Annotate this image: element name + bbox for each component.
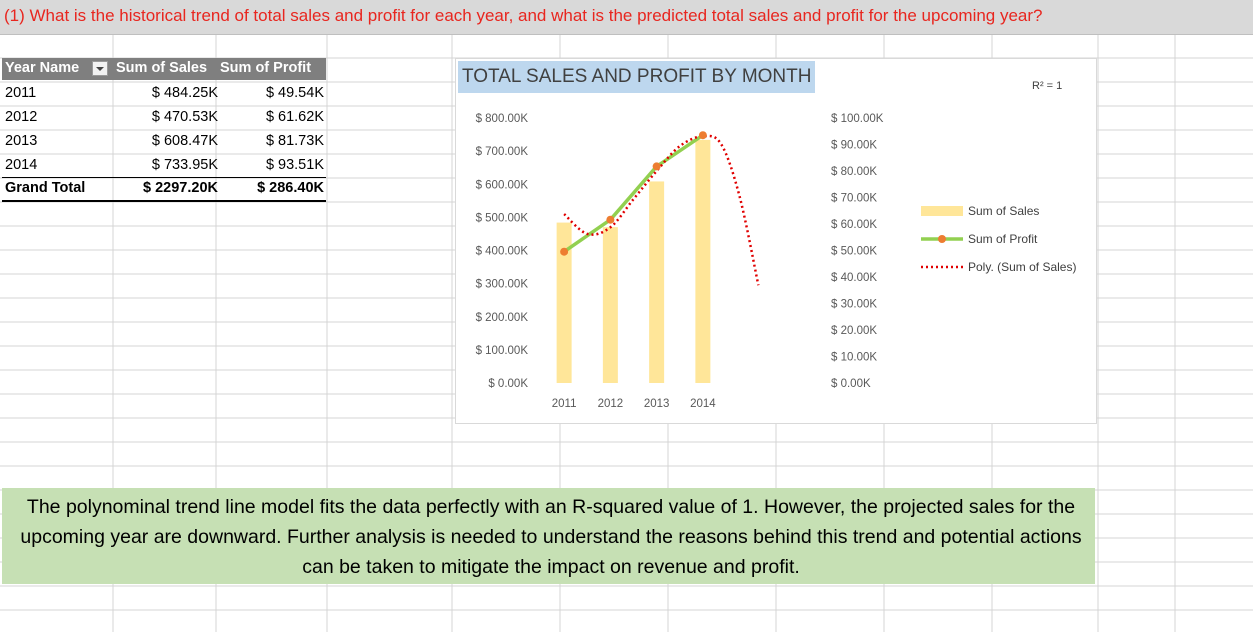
left-axis-tick-label: $ 700.00K xyxy=(476,146,529,158)
x-axis-label-2013: 2013 xyxy=(644,398,670,410)
left-axis-tick-label: $ 500.00K xyxy=(476,212,529,224)
right-axis-tick-label: $ 40.00K xyxy=(831,272,877,284)
x-axis-label-2011: 2011 xyxy=(552,398,577,410)
header-sum-of-sales: Sum of Sales xyxy=(116,60,208,76)
grand-total-label: Grand Total xyxy=(5,180,86,196)
row-profit: $ 81.73K xyxy=(265,133,324,149)
row-sales: $ 733.95K xyxy=(151,157,218,173)
sales-bar-2013 xyxy=(649,181,665,383)
row-profit: $ 93.51K xyxy=(265,157,324,173)
pivot-grand-total-row[interactable]: Grand Total $ 2297.20K $ 286.40K xyxy=(2,177,326,202)
pivot-row-2014[interactable]: 2014 $ 733.95K $ 93.51K xyxy=(2,154,326,178)
sales-bar-2011 xyxy=(556,222,572,383)
pivot-row-2013[interactable]: 2013 $ 608.47K $ 81.73K xyxy=(2,130,326,154)
x-axis-label-2012: 2012 xyxy=(598,398,624,410)
row-year: 2011 xyxy=(5,85,37,101)
left-axis-tick-label: $ 800.00K xyxy=(476,113,529,125)
right-axis-tick-label: $ 100.00K xyxy=(831,113,884,125)
chart-plot: R² = 1 $ 0.00K $ 100.00K $ 200.00K $ 300.00K… xyxy=(476,80,1077,410)
header-year-name: Year Name xyxy=(5,60,80,76)
right-axis-tick-label: $ 90.00K xyxy=(831,140,877,152)
row-sales: $ 484.25K xyxy=(151,85,218,101)
sales-profit-chart[interactable]: TOTAL SALES AND PROFIT BY MONTH R² = 1 $ … xyxy=(455,58,1097,424)
conclusion-note[interactable]: The polynominal trend line model fits th… xyxy=(2,488,1095,584)
profit-marker-2014 xyxy=(698,131,707,140)
left-axis-tick-label: $ 400.00K xyxy=(476,246,529,258)
sales-bar-2012 xyxy=(602,227,618,383)
right-axis-tick-label: $ 20.00K xyxy=(831,325,877,337)
conclusion-text: The polynominal trend line model fits th… xyxy=(20,496,1082,578)
grand-total-profit: $ 286.40K xyxy=(257,180,324,196)
sales-bar-2014 xyxy=(695,139,711,383)
profit-line xyxy=(563,133,704,254)
legend-sales-swatch xyxy=(921,206,963,216)
header-sum-of-profit: Sum of Profit xyxy=(220,60,312,76)
x-axis-label-2014: 2014 xyxy=(690,398,716,410)
left-axis-tick-label: $ 100.00K xyxy=(476,345,529,357)
profit-marker-2013 xyxy=(652,162,661,171)
pivot-row-2011[interactable]: 2011 $ 484.25K $ 49.54K xyxy=(2,82,326,106)
pivot-row-2012[interactable]: 2012 $ 470.53K $ 61.62K xyxy=(2,106,326,130)
right-axis-tick-label: $ 10.00K xyxy=(831,352,877,364)
left-axis-tick-label: $ 600.00K xyxy=(476,179,529,191)
right-axis-tick-label: $ 50.00K xyxy=(831,246,877,258)
chart-title[interactable]: TOTAL SALES AND PROFIT BY MONTH xyxy=(458,61,816,93)
question-row[interactable]: (1) What is the historical trend of tota… xyxy=(0,0,1253,35)
row-year: 2013 xyxy=(5,133,38,149)
row-profit: $ 49.54K xyxy=(265,85,324,101)
profit-marker-2012 xyxy=(606,215,615,224)
legend-profit-label: Sum of Profit xyxy=(968,232,1038,246)
row-profit: $ 61.62K xyxy=(265,109,324,125)
grand-total-sales: $ 2297.20K xyxy=(143,180,218,196)
left-axis-tick-label: $ 200.00K xyxy=(476,312,529,324)
r-squared-label: R² = 1 xyxy=(1032,80,1062,92)
row-year: 2012 xyxy=(5,109,38,125)
row-sales: $ 470.53K xyxy=(151,109,218,125)
question-text: (1) What is the historical trend of tota… xyxy=(4,6,1043,25)
filter-dropdown-icon[interactable] xyxy=(92,61,108,76)
sales-poly-trendline xyxy=(563,134,760,286)
row-year: 2014 xyxy=(5,157,38,173)
right-axis-tick-label: $ 0.00K xyxy=(831,378,871,390)
right-axis-tick-label: $ 60.00K xyxy=(831,219,877,231)
right-axis-tick-label: $ 70.00K xyxy=(831,193,877,205)
left-axis-tick-label: $ 0.00K xyxy=(488,378,528,390)
legend-trendline-label: Poly. (Sum of Sales) xyxy=(968,260,1076,274)
legend-profit-marker xyxy=(938,235,946,243)
right-axis-tick-label: $ 30.00K xyxy=(831,299,877,311)
legend-sales-label: Sum of Sales xyxy=(968,204,1039,218)
right-axis-tick-label: $ 80.00K xyxy=(831,166,877,178)
left-axis-tick-label: $ 300.00K xyxy=(476,279,529,291)
pivot-header-row: Year Name Sum of Sales Sum of Profit xyxy=(2,58,326,80)
row-sales: $ 608.47K xyxy=(151,133,218,149)
profit-marker-2011 xyxy=(560,247,569,256)
